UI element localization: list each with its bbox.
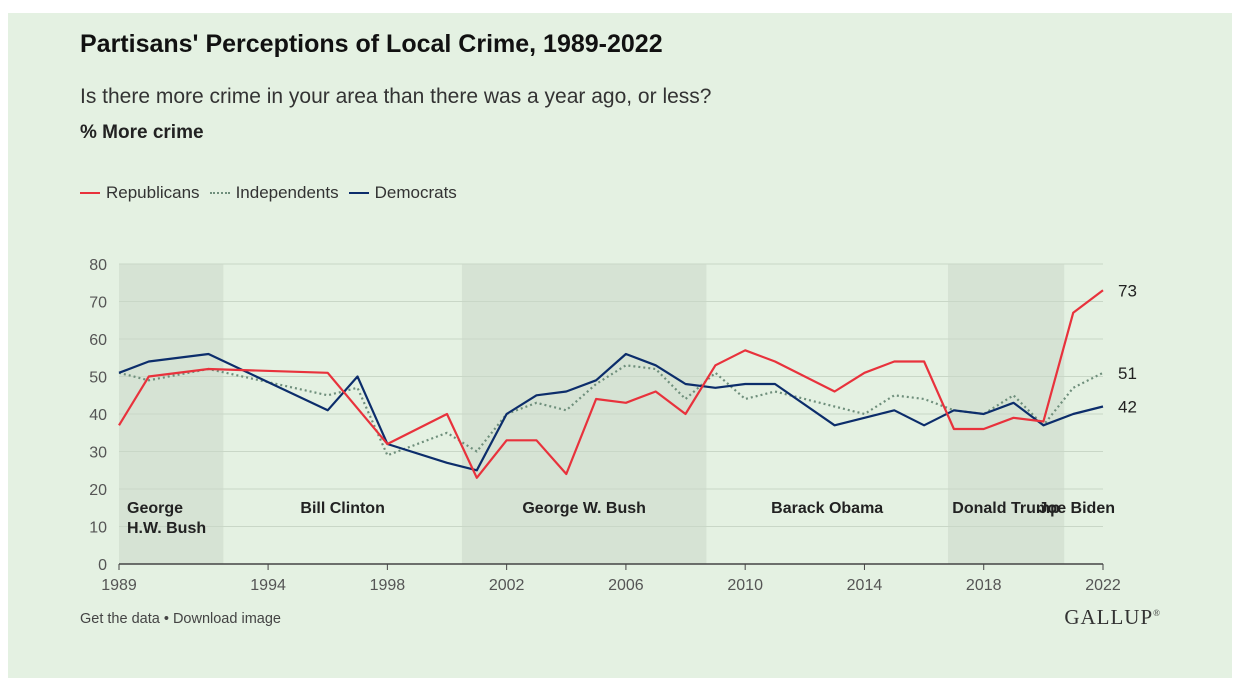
presidency-label-george-w-bush: George W. Bush bbox=[522, 500, 646, 517]
end-labels: 73 51 42 bbox=[1118, 281, 1137, 416]
grid-lines bbox=[119, 263, 1103, 565]
legend-swatch-democrats bbox=[348, 192, 369, 194]
chart-title: Partisans' Perceptions of Local Crime, 1… bbox=[80, 30, 663, 58]
legend-swatch-independents bbox=[209, 192, 230, 194]
legend-label-independents: Independents bbox=[235, 183, 339, 202]
presidency-label-joe-biden: Joe Biden bbox=[1039, 500, 1115, 517]
y-axis-ticks: 0 10 20 30 40 50 60 70 80 bbox=[89, 257, 107, 574]
presidency-label-barack-obama: Barack Obama bbox=[771, 500, 883, 517]
y-tick-label: 50 bbox=[89, 370, 107, 387]
x-tick-label: 2002 bbox=[489, 577, 525, 594]
presidency-label-george-h-w-bush: H.W. Bush bbox=[127, 520, 206, 537]
brand-mark: ® bbox=[1153, 608, 1161, 618]
legend-swatch-republicans bbox=[80, 192, 100, 194]
series-line-democrats bbox=[118, 352, 1104, 472]
x-tick-label: 1989 bbox=[101, 577, 137, 594]
brand-name: GALLUP bbox=[1064, 605, 1154, 629]
y-tick-label: 60 bbox=[89, 332, 107, 349]
end-label-democrats: 42 bbox=[1118, 398, 1137, 417]
legend-label-republicans: Republicans bbox=[106, 183, 200, 202]
series-lines bbox=[118, 289, 1104, 479]
x-tick-label: 2010 bbox=[727, 577, 763, 594]
footer-separator: • bbox=[163, 611, 169, 627]
legend-item-republicans: Republicans bbox=[80, 183, 200, 203]
get-data-link[interactable]: Get the data bbox=[80, 611, 160, 627]
end-label-republicans: 73 bbox=[1118, 281, 1137, 300]
x-tick-label: 1994 bbox=[250, 577, 286, 594]
presidency-label-george-h-w-bush: George bbox=[127, 500, 183, 517]
legend-label-democrats: Democrats bbox=[374, 183, 457, 202]
y-tick-label: 40 bbox=[89, 407, 107, 424]
download-image-link[interactable]: Download image bbox=[172, 611, 281, 627]
legend-item-independents: Independents bbox=[209, 183, 339, 203]
y-tick-label: 10 bbox=[89, 520, 107, 537]
y-tick-label: 30 bbox=[89, 445, 107, 462]
legend-item-democrats: Democrats bbox=[348, 183, 457, 203]
footer-links: Get the data • Download image bbox=[80, 611, 281, 627]
measure-label: % More crime bbox=[80, 122, 204, 143]
x-axis-ticks: 1989 1994 1998 2002 2006 2010 2014 2018 2022 bbox=[101, 564, 1121, 594]
x-tick-label: 2014 bbox=[847, 577, 883, 594]
series-line-republicans bbox=[118, 289, 1104, 479]
gallup-logo: GALLUP® bbox=[1064, 605, 1161, 630]
presidency-label-donald-trump: Donald Trump bbox=[952, 500, 1060, 517]
y-tick-label: 70 bbox=[89, 295, 107, 312]
x-tick-label: 1998 bbox=[370, 577, 406, 594]
x-tick-label: 2006 bbox=[608, 577, 644, 594]
x-tick-label: 2018 bbox=[966, 577, 1002, 594]
y-tick-label: 0 bbox=[98, 557, 107, 574]
series-line-independents bbox=[118, 364, 1104, 457]
presidency-label-bill-clinton: Bill Clinton bbox=[300, 500, 384, 517]
x-tick-label: 2022 bbox=[1085, 577, 1121, 594]
y-tick-label: 80 bbox=[89, 257, 107, 274]
chart-subtitle: Is there more crime in your area than th… bbox=[80, 85, 712, 108]
y-tick-label: 20 bbox=[89, 482, 107, 499]
presidency-labels: George H.W. Bush Bill Clinton George W. Bus… bbox=[127, 500, 1115, 537]
legend: Republicans Independents Democrats bbox=[80, 183, 457, 203]
end-label-independents: 51 bbox=[1118, 364, 1137, 383]
